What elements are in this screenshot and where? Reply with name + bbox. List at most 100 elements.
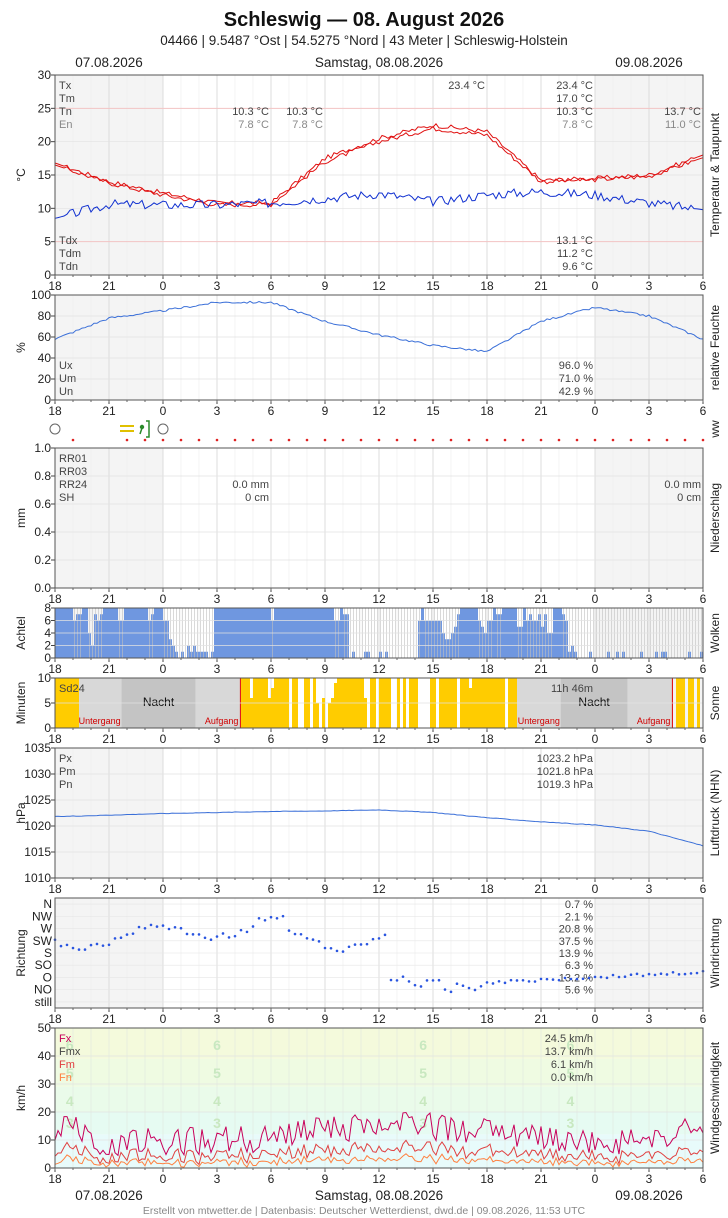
wdir-point: [659, 972, 663, 976]
wdir-cat-label: N: [43, 897, 52, 911]
wdir-point: [317, 940, 321, 943]
ww-dot: [305, 438, 309, 442]
precip-xtick-label: 3: [646, 592, 653, 606]
humid-ytick-label: 60: [38, 330, 52, 344]
temp-ytick-label: 0: [44, 268, 51, 282]
humid-xtick-label: 12: [372, 404, 386, 418]
temp-stat-value: 13.1 °C: [556, 235, 593, 247]
wdir-point: [593, 975, 597, 979]
date-prev-bottom: 07.08.2026: [75, 1188, 143, 1203]
wdir-point: [215, 935, 219, 938]
cloud-xtick-label: 18: [48, 662, 62, 676]
temp-stat-label: Tm: [59, 93, 75, 105]
wind-line-fn: [54, 1153, 704, 1168]
temp-line-tdx: [54, 188, 704, 219]
wdir-cat-label: S: [44, 946, 52, 960]
page-title: Schleswig — 08. August 2026: [224, 9, 504, 31]
wind-bft-label: 4: [419, 1093, 427, 1109]
temp-xtick-label: 15: [426, 279, 440, 293]
cloud-xtick-label: 6: [700, 662, 707, 676]
temp-stat-value: 11.2 °C: [557, 248, 593, 260]
wind-xtick-label: 6: [268, 1172, 275, 1186]
humid-stat-value: 42.9 %: [559, 386, 593, 398]
temp-xtick-label: 9: [322, 279, 329, 293]
ww-dot: [629, 438, 633, 442]
pres-stat-value: 1019.3 hPa: [537, 779, 594, 791]
temp-xtick-label: 18: [480, 279, 494, 293]
sun-bar: [271, 688, 274, 728]
precip-stat-mid: 0 cm: [245, 492, 269, 504]
sun-night-label: Nacht: [143, 695, 175, 709]
cloud-xtick-label: 3: [214, 662, 221, 676]
humid-xtick-label: 6: [268, 404, 275, 418]
ww-dot: [359, 438, 363, 442]
cloud-xtick-label: 6: [268, 662, 275, 676]
ww-dot: [521, 438, 525, 442]
wdir-point: [143, 926, 147, 930]
temp-ytick-label: 20: [38, 135, 52, 149]
sun-right-label: Sonne: [708, 685, 722, 720]
wdir-xtick-label: 18: [48, 1012, 62, 1026]
wdir-point: [599, 975, 603, 979]
precip-stat-right: 0.0 mm: [664, 479, 701, 491]
wdir-cat-label: SO: [35, 958, 52, 972]
wind-xtick-label: 21: [534, 1172, 548, 1186]
temp-stat-d: 13.7 °C: [664, 106, 701, 118]
wind-ytick-label: 30: [38, 1077, 52, 1091]
pres-xtick-label: 0: [160, 882, 167, 896]
wdir-point: [65, 943, 69, 947]
wdir-percent: 37.5 %: [559, 936, 593, 948]
humid-stat-label: Un: [59, 386, 73, 398]
wind-right-label: Windgeschwindigkeit: [708, 1041, 722, 1154]
wdir-point: [161, 924, 165, 927]
wdir-point: [413, 983, 417, 987]
cloud-right-label: Wolken: [708, 613, 722, 653]
wdir-point: [281, 914, 285, 918]
wind-xtick-label: 3: [646, 1172, 653, 1186]
temp-stat-a: 7.8 °C: [292, 119, 323, 131]
temp-right-label: Temperatur & Taupunkt: [708, 112, 722, 237]
humid-xtick-label: 0: [160, 404, 167, 418]
humid-ytick-label: 80: [38, 309, 52, 323]
cloud-xtick-label: 0: [592, 662, 599, 676]
precip-xtick-label: 0: [160, 592, 167, 606]
sun-duration-label: 11h 46m: [551, 683, 593, 695]
wdir-point: [377, 937, 381, 940]
wdir-point: [533, 980, 537, 983]
temp-ylabel: °C: [14, 168, 28, 182]
wdir-xtick-label: 15: [426, 1012, 440, 1026]
wdir-point: [221, 932, 225, 935]
ww-dot: [161, 438, 165, 442]
ww-dot: [593, 438, 597, 442]
sun-xtick-label: 6: [268, 732, 275, 746]
ww-dot: [287, 438, 291, 442]
station-info: 04466 | 9.5487 °Ost | 54.5275 °Nord | 43…: [160, 33, 568, 48]
sun-xtick-label: 3: [646, 732, 653, 746]
wdir-point: [113, 937, 117, 940]
sun-xtick-label: 15: [426, 732, 440, 746]
wdir-point: [365, 942, 369, 946]
pres-xtick-label: 18: [480, 882, 494, 896]
wind-stat-value: 13.7 km/h: [545, 1046, 593, 1058]
cloud-xtick-label: 21: [534, 662, 548, 676]
humid-xtick-label: 3: [214, 404, 221, 418]
wdir-point: [353, 943, 357, 946]
wind-ytick-label: 40: [38, 1049, 52, 1063]
wdir-point: [101, 944, 105, 947]
wdir-percent: 0.7 %: [565, 899, 593, 911]
wind-stat-value: 6.1 km/h: [551, 1059, 593, 1071]
wdir-point: [629, 973, 633, 976]
precip-stat-right: 0 cm: [677, 492, 701, 504]
ww-dot: [233, 438, 237, 442]
temp-xtick-label: 3: [646, 279, 653, 293]
ww-label: ww: [708, 420, 722, 439]
precip-xtick-label: 9: [322, 592, 329, 606]
ww-dot: [215, 438, 219, 442]
wdir-point: [653, 973, 657, 977]
precip-stat-label: RR24: [59, 479, 87, 491]
wdir-point: [641, 974, 645, 978]
wdir-point: [347, 945, 351, 949]
wdir-point: [683, 972, 687, 976]
wind-xtick-label: 18: [480, 1172, 494, 1186]
